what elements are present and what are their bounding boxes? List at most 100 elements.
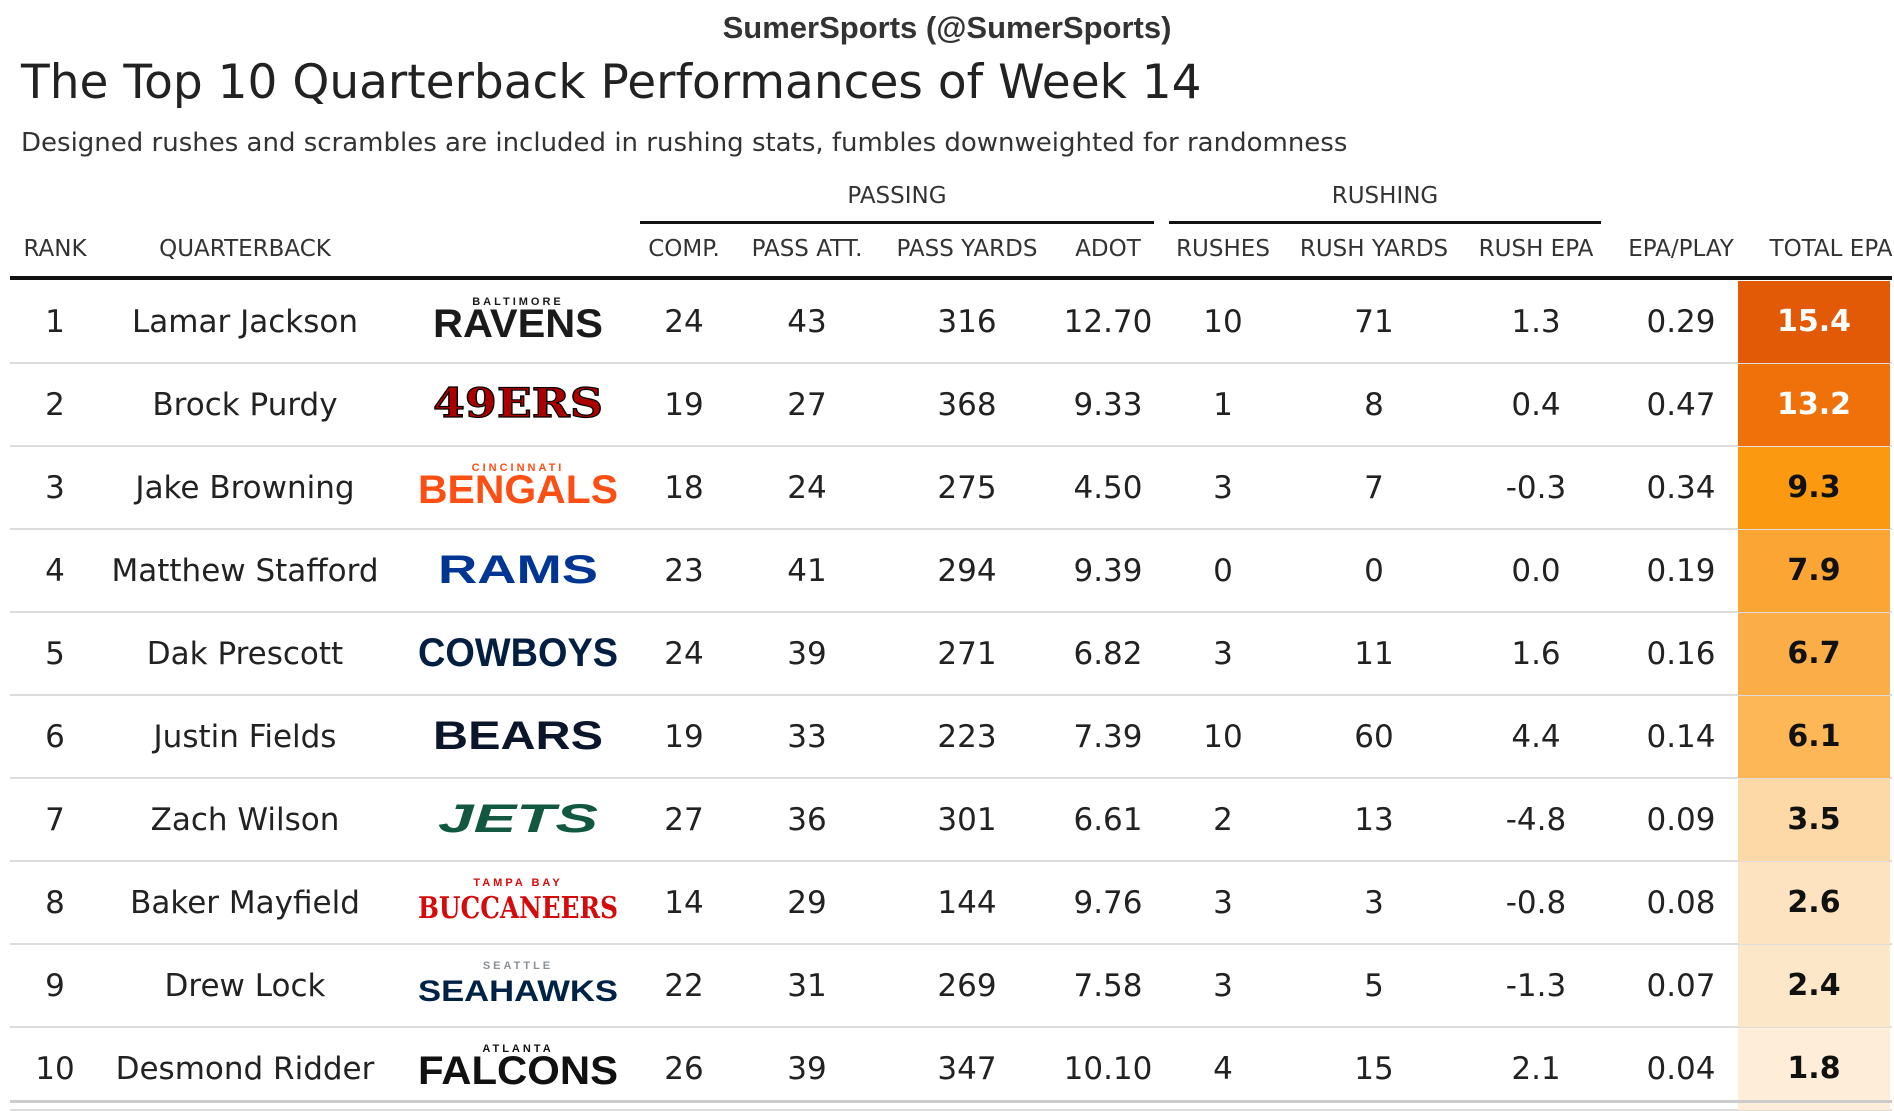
rush-yards-cell: 7 [1364,470,1384,506]
epa-play-cell: 0.29 [1646,304,1716,340]
page-title: The Top 10 Quarterback Performances of W… [21,55,1202,110]
adot-cell: 10.10 [1063,1051,1153,1087]
logo-small-text: CINCINNATI [472,462,565,474]
rank-cell: 1 [45,304,65,340]
rushes-cell: 2 [1213,802,1233,838]
logo-small-text: BALTIMORE [472,296,564,308]
rush-yards-cell: 15 [1354,1051,1394,1087]
total-epa-cell: 6.1 [1738,696,1890,778]
pass-yards-cell: 294 [937,553,997,589]
comp-cell: 18 [664,470,704,506]
col-header-total-epa: TOTAL EPA [1769,236,1893,262]
rank-cell: 5 [45,636,65,672]
total-epa-cell: 15.4 [1738,281,1890,363]
cowboys-logo: COWBOYS [410,614,626,694]
rank-cell: 6 [45,719,65,755]
table-row: 6 Justin Fields 19 33 223 7.39 10 60 4.4 0.14 BEAR… [10,696,1892,779]
total-epa-cell: 9.3 [1738,447,1890,529]
rush-epa-cell: 1.3 [1511,304,1561,340]
rushes-cell: 4 [1213,1051,1233,1087]
epa-play-cell: 0.34 [1646,470,1716,506]
col-header-rank: RANK [23,236,87,262]
col-header-pass-yards: PASS YARDS [896,236,1038,262]
quarterback-name: Baker Mayfield [130,885,360,921]
rush-epa-cell: 0.4 [1511,387,1561,423]
rank-cell: 8 [45,885,65,921]
logo-wordmark: BEARS [433,714,603,758]
passing-group-header: PASSING [640,180,1154,224]
rush-yards-cell: 11 [1354,636,1394,672]
rams-logo: RAMS [410,531,626,611]
adot-cell: 7.39 [1073,719,1143,755]
epa-play-cell: 0.19 [1646,553,1716,589]
comp-cell: 24 [664,304,704,340]
rush-yards-cell: 8 [1364,387,1384,423]
rush-yards-cell: 0 [1364,553,1384,589]
pass-yards-cell: 301 [937,802,997,838]
quarterback-name: Lamar Jackson [132,304,358,340]
rank-cell: 7 [45,802,65,838]
comp-cell: 19 [664,719,704,755]
pass-att-cell: 39 [787,636,827,672]
rank-cell: 4 [45,553,65,589]
epa-play-cell: 0.09 [1646,802,1716,838]
comp-cell: 27 [664,802,704,838]
table-bottom-divider [10,1100,1892,1103]
quarterback-name: Dak Prescott [146,636,344,672]
rank-cell: 3 [45,470,65,506]
adot-cell: 9.33 [1073,387,1143,423]
rank-cell: 10 [35,1051,75,1087]
epa-play-cell: 0.14 [1646,719,1716,755]
comp-cell: 24 [664,636,704,672]
epa-play-cell: 0.08 [1646,885,1716,921]
rush-yards-cell: 5 [1364,968,1384,1004]
pass-yards-cell: 316 [937,304,997,340]
total-epa-cell: 6.7 [1738,613,1890,695]
rushes-cell: 1 [1213,387,1233,423]
table-row: 9 Drew Lock 22 31 269 7.58 3 5 -1.3 0.07 SEATTLE SE… [10,945,1892,1028]
pass-att-cell: 41 [787,553,827,589]
pass-att-cell: 24 [787,470,827,506]
adot-cell: 6.82 [1073,636,1143,672]
pass-att-cell: 43 [787,304,827,340]
logo-wordmark: FALCONS [418,1049,618,1093]
pass-att-cell: 27 [787,387,827,423]
adot-cell: 12.70 [1063,304,1153,340]
quarterback-name: Brock Purdy [152,387,338,423]
col-header-pass-att: PASS ATT. [751,236,863,262]
table-row: 4 Matthew Stafford 23 41 294 9.39 0 0 0.0 0.19 RAM… [10,530,1892,613]
logo-wordmark: JETS [438,797,598,841]
rush-yards-cell: 13 [1354,802,1394,838]
rush-epa-cell: 1.6 [1511,636,1561,672]
rush-epa-cell: 2.1 [1511,1051,1561,1087]
logo-wordmark: RAMS [438,548,598,592]
rushes-cell: 0 [1213,553,1233,589]
rushes-cell: 3 [1213,885,1233,921]
logo-small-text: ATLANTA [482,1043,553,1055]
logo-wordmark: 49ERS [433,380,603,427]
rushes-cell: 10 [1203,304,1243,340]
rushing-group-header: RUSHING [1169,180,1601,224]
col-header-rush-yards: RUSH YARDS [1299,236,1449,262]
table-row: 7 Zach Wilson 27 36 301 6.61 2 13 -4.8 0.09 JETS 3.… [10,779,1892,862]
logo-small-text: TAMPA BAY [473,877,562,889]
falcons-logo: ATLANTA FALCONS [410,1029,626,1109]
epa-play-cell: 0.04 [1646,1051,1716,1087]
total-epa-cell: 13.2 [1738,364,1890,446]
logo-wordmark: COWBOYS [418,631,618,675]
subtitle: Designed rushes and scrambles are includ… [21,128,1348,158]
quarterback-name: Matthew Stafford [111,553,379,589]
comp-cell: 14 [664,885,704,921]
pass-att-cell: 29 [787,885,827,921]
adot-cell: 9.76 [1073,885,1143,921]
logo-wordmark: RAVENS [433,302,603,346]
total-epa-cell: 7.9 [1738,530,1890,612]
rush-yards-cell: 3 [1364,885,1384,921]
comp-cell: 26 [664,1051,704,1087]
rush-yards-cell: 60 [1354,719,1394,755]
rushes-cell: 3 [1213,968,1233,1004]
table-row: 2 Brock Purdy 19 27 368 9.33 1 8 0.4 0.47 49ERS 13.… [10,364,1892,447]
rush-epa-cell: -0.8 [1505,885,1567,921]
pass-yards-cell: 347 [937,1051,997,1087]
jets-logo: JETS [410,780,626,860]
